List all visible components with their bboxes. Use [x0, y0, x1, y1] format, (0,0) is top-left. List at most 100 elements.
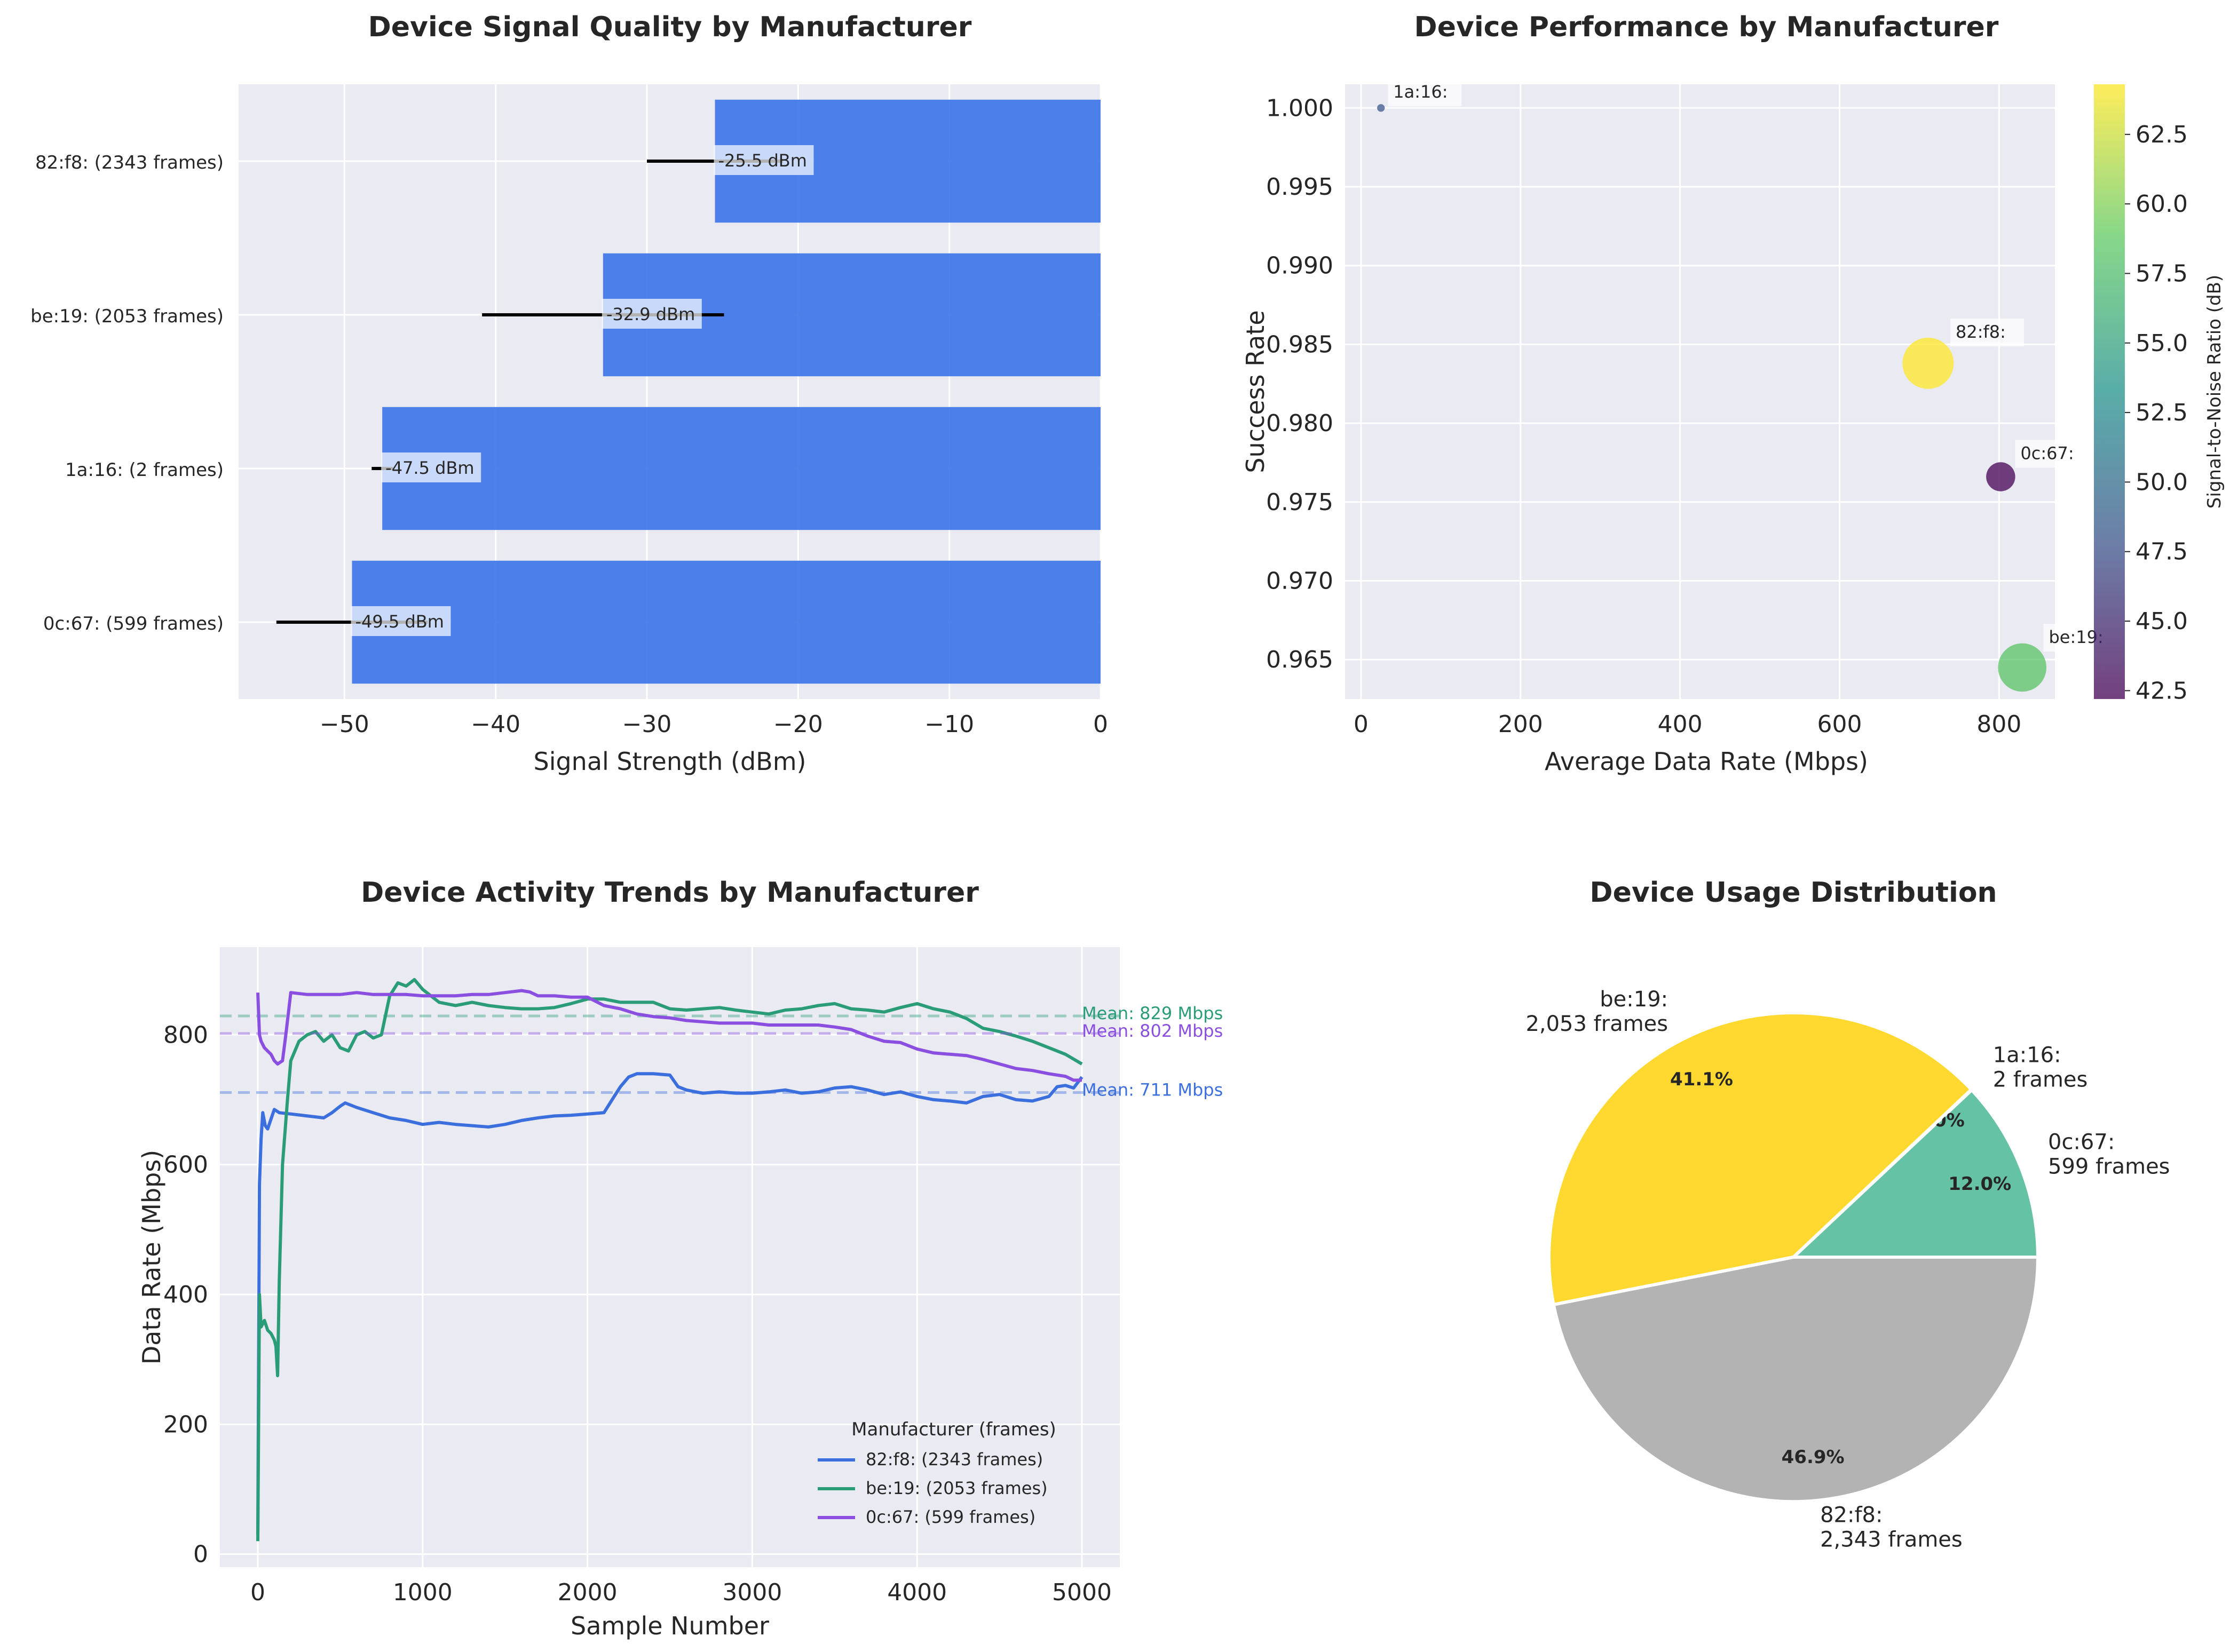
- value-label-box: [714, 145, 814, 175]
- mean-label: Mean: 711 Mbps: [1082, 1080, 1223, 1100]
- mean-label: Mean: 829 Mbps: [1082, 1003, 1223, 1023]
- performance-grid: [1345, 84, 2055, 699]
- x-tick-label: 800: [1976, 711, 2021, 738]
- x-tick-label: 3000: [722, 1579, 782, 1606]
- activity-trends-xlabel: Sample Number: [571, 1611, 769, 1640]
- scatter-point: [1902, 337, 1954, 389]
- snr-colorbar-ticks: 42.5 45.0 47.5 50.0 52.5 55.0 57.5 60.0 62.5: [2125, 121, 2188, 704]
- snr-colorbar: [2094, 84, 2125, 699]
- y-tick-label: 0.970: [1266, 567, 1333, 594]
- value-label-box: [602, 299, 702, 329]
- usage-distribution-slices: 12.0%0c:67:599 frames0.0%1a:16:2 frames4…: [1525, 987, 2170, 1552]
- value-label-box: [381, 452, 481, 482]
- x-tick-label: 400: [1658, 711, 1703, 738]
- signal-quality-chart: Device Signal Quality by Manufacturer -4…: [30, 11, 1108, 776]
- signal-quality-xlabel: Signal Strength (dBm): [534, 747, 806, 776]
- category-label: 1a:16: (2 frames): [65, 459, 224, 481]
- point-label: 1a:16:: [1393, 82, 1448, 102]
- mean-label: Mean: 802 Mbps: [1082, 1021, 1223, 1041]
- value-label: -49.5 dBm: [355, 611, 444, 632]
- activity-trends-chart: Device Activity Trends by Manufacturer M…: [137, 877, 1223, 1640]
- pie-slice: [1552, 1256, 2040, 1504]
- x-tick-label: 0: [250, 1579, 265, 1606]
- colorbar-tick-label: 45.0: [2136, 608, 2188, 635]
- performance-ticks: 0 200 400 600 800 0.965 0.970 0.975 0.980 0.985 0.…: [1266, 94, 2021, 738]
- legend-entry: 82:f8: (2343 frames): [866, 1449, 1043, 1470]
- category-label: 82:f8: (2343 frames): [35, 152, 224, 173]
- performance-xlabel: Average Data Rate (Mbps): [1545, 747, 1868, 776]
- pie-slice-label: 82:f8: 2,343 frames: [1820, 1503, 1963, 1552]
- y-tick-label: 0.995: [1266, 173, 1333, 201]
- x-tick-label: 0: [1354, 711, 1369, 738]
- performance-plot-area: [1345, 84, 2055, 699]
- pie-slice-frames: 2,343 frames: [1820, 1528, 1963, 1552]
- y-tick-label: 600: [163, 1151, 208, 1179]
- y-tick-label: 800: [163, 1021, 208, 1049]
- legend-title: Manufacturer (frames): [851, 1419, 1056, 1440]
- signal-bar: [352, 560, 1101, 684]
- legend-entry: 0c:67: (599 frames): [866, 1507, 1035, 1527]
- pie-slice-name: 82:f8:: [1820, 1503, 1883, 1528]
- y-tick-label: 0.985: [1266, 331, 1333, 358]
- pie-slice-label: 1a:16: 2 frames: [1993, 1043, 2088, 1092]
- pie-slice: [1789, 1087, 2040, 1259]
- series-line: [256, 989, 1082, 1082]
- performance-scatter-chart: Device Performance by Manufacturer 1a:16…: [1241, 11, 2225, 776]
- activity-trends-ylabel: Data Rate (Mbps): [137, 1150, 166, 1365]
- colorbar-tick-label: 52.5: [2136, 399, 2188, 426]
- value-label: -47.5 dBm: [385, 458, 474, 478]
- pie-slice-frames: 2 frames: [1993, 1068, 2088, 1092]
- signal-quality-title: Device Signal Quality by Manufacturer: [368, 11, 972, 43]
- pie-slice-name: 1a:16:: [1993, 1043, 2061, 1068]
- point-label-box: [2015, 440, 2089, 468]
- x-tick-label: −30: [622, 711, 672, 738]
- colorbar-tick-label: 62.5: [2136, 121, 2188, 148]
- value-label: -32.9 dBm: [606, 304, 695, 324]
- point-label-box: [1388, 78, 1462, 107]
- category-label: 0c:67: (599 frames): [43, 613, 224, 634]
- signal-bar: [382, 407, 1101, 530]
- y-tick-label: 0: [193, 1541, 208, 1568]
- y-tick-label: 0.980: [1266, 410, 1333, 437]
- value-label: -25.5 dBm: [718, 150, 807, 171]
- point-label: 0c:67:: [2020, 443, 2074, 463]
- x-tick-label: −10: [924, 711, 974, 738]
- legend-entry: be:19: (2053 frames): [866, 1478, 1048, 1498]
- colorbar-tick-label: 60.0: [2136, 190, 2188, 218]
- series-line: [256, 1072, 1084, 1535]
- x-tick-label: 5000: [1052, 1579, 1112, 1606]
- pie-percent-label: 41.1%: [1670, 1069, 1733, 1090]
- pie-percent-label: 46.9%: [1782, 1447, 1845, 1468]
- scatter-point: [1986, 462, 2015, 491]
- x-tick-label: −20: [773, 711, 823, 738]
- pie-slice-name: 0c:67:: [2048, 1130, 2115, 1154]
- colorbar-tick-label: 55.0: [2136, 330, 2188, 357]
- performance-title: Device Performance by Manufacturer: [1414, 11, 1999, 43]
- activity-trends-plot-area: [220, 947, 1120, 1567]
- colorbar-tick-label: 42.5: [2136, 677, 2188, 704]
- colorbar-tick-label: 57.5: [2136, 260, 2188, 287]
- activity-trends-legend: Manufacturer (frames) 82:f8: (2343 frames…: [818, 1419, 1056, 1527]
- x-tick-label: 4000: [887, 1579, 947, 1606]
- activity-trends-title: Device Activity Trends by Manufacturer: [361, 877, 979, 909]
- y-tick-label: 400: [163, 1281, 208, 1308]
- x-tick-label: −40: [471, 711, 520, 738]
- y-tick-label: 0.990: [1266, 252, 1333, 280]
- pie-slice-frames: 599 frames: [2048, 1154, 2170, 1179]
- activity-trends-grid: [220, 947, 1120, 1567]
- snr-colorbar-label: Signal-to-Noise Ratio (dB): [2204, 275, 2225, 509]
- pie-slice-label: 0c:67: 599 frames: [2048, 1130, 2170, 1179]
- signal-quality-ticks: −50 −40 −30 −20 −10 0 0c:67: (599 frames) 1a:16…: [30, 152, 1108, 738]
- pie-slice: [1547, 1011, 1974, 1307]
- signal-quality-bars: -49.5 dBm -47.5 dBm -32.9 dBm -25.5 dBm: [276, 99, 1101, 684]
- y-tick-label: 0.965: [1266, 646, 1333, 673]
- x-tick-label: 1000: [393, 1579, 453, 1606]
- value-label-box: [351, 606, 451, 636]
- y-tick-label: 200: [163, 1411, 208, 1438]
- pie-slice-name: be:19:: [1600, 987, 1668, 1012]
- colorbar-tick-label: 50.0: [2136, 468, 2188, 496]
- scatter-point: [1377, 104, 1385, 112]
- performance-ylabel: Success Rate: [1241, 310, 1270, 473]
